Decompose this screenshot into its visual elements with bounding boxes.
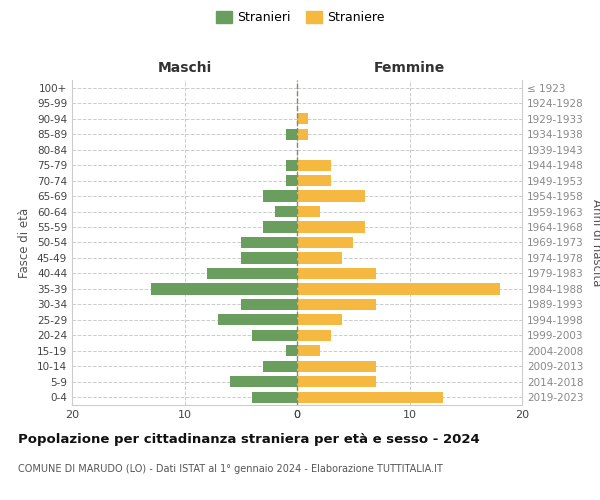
Bar bbox=[241, 237, 297, 248]
Bar bbox=[297, 346, 320, 356]
Bar bbox=[263, 360, 297, 372]
Bar bbox=[263, 190, 297, 202]
Legend: Stranieri, Straniere: Stranieri, Straniere bbox=[211, 6, 389, 29]
Bar bbox=[297, 175, 331, 186]
Bar bbox=[218, 314, 297, 326]
Bar bbox=[297, 299, 376, 310]
Bar bbox=[297, 113, 308, 124]
Bar bbox=[297, 237, 353, 248]
Bar bbox=[275, 206, 297, 217]
Bar bbox=[241, 299, 297, 310]
Bar bbox=[286, 175, 297, 186]
Bar bbox=[297, 314, 342, 326]
Bar bbox=[252, 330, 297, 341]
Bar bbox=[297, 222, 365, 232]
Bar bbox=[297, 252, 342, 264]
Title: Maschi: Maschi bbox=[157, 60, 212, 74]
Bar bbox=[297, 376, 376, 388]
Title: Femmine: Femmine bbox=[374, 60, 445, 74]
Bar bbox=[263, 222, 297, 232]
Text: Popolazione per cittadinanza straniera per età e sesso - 2024: Popolazione per cittadinanza straniera p… bbox=[18, 432, 480, 446]
Bar bbox=[286, 160, 297, 170]
Y-axis label: Anni di nascita: Anni di nascita bbox=[590, 199, 600, 286]
Bar bbox=[286, 128, 297, 140]
Bar bbox=[207, 268, 297, 279]
Bar bbox=[286, 346, 297, 356]
Bar bbox=[151, 284, 297, 294]
Bar bbox=[252, 392, 297, 403]
Y-axis label: Fasce di età: Fasce di età bbox=[19, 208, 31, 278]
Bar bbox=[297, 268, 376, 279]
Bar bbox=[297, 206, 320, 217]
Text: COMUNE DI MARUDO (LO) - Dati ISTAT al 1° gennaio 2024 - Elaborazione TUTTITALIA.: COMUNE DI MARUDO (LO) - Dati ISTAT al 1°… bbox=[18, 464, 443, 474]
Bar bbox=[297, 284, 499, 294]
Bar bbox=[297, 360, 376, 372]
Bar bbox=[297, 190, 365, 202]
Bar bbox=[297, 392, 443, 403]
Bar bbox=[297, 128, 308, 140]
Bar bbox=[297, 330, 331, 341]
Bar bbox=[297, 160, 331, 170]
Bar bbox=[229, 376, 297, 388]
Bar bbox=[241, 252, 297, 264]
